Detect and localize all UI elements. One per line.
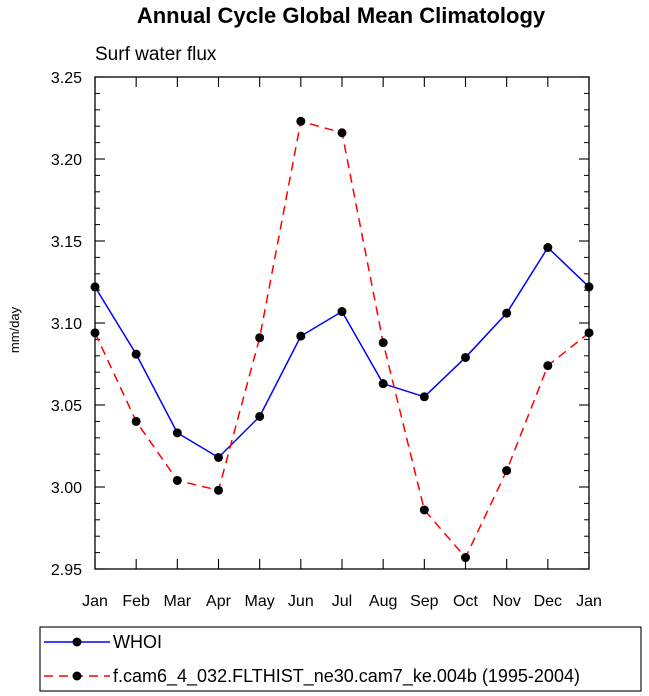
y-tick-label: 3.15 bbox=[51, 234, 82, 251]
chart-subtitle: Surf water flux bbox=[95, 44, 217, 65]
data-point-s1 bbox=[461, 553, 470, 563]
y-tick-label: 2.95 bbox=[51, 562, 82, 579]
x-tick-label: Mar bbox=[164, 593, 192, 610]
data-point-s0 bbox=[461, 352, 470, 362]
x-tick-label: Sep bbox=[410, 593, 439, 610]
data-point-s1 bbox=[131, 416, 141, 426]
y-tick-label: 3.20 bbox=[51, 152, 82, 169]
legend-marker-whoi bbox=[72, 637, 82, 647]
data-point-s0 bbox=[255, 411, 265, 421]
data-point-s0 bbox=[502, 308, 512, 318]
data-point-s1 bbox=[337, 128, 347, 138]
legend-label-whoi: WHOI bbox=[113, 632, 162, 652]
data-point-s0 bbox=[378, 379, 388, 389]
data-series bbox=[90, 116, 594, 563]
data-point-s1 bbox=[419, 505, 429, 515]
x-tick-labels: Jan Feb Mar Apr May Jun Jul Aug Sep Oct Nov Dec Jan bbox=[82, 593, 602, 610]
plot-frame bbox=[94, 76, 590, 570]
data-point-s1 bbox=[543, 361, 553, 371]
x-tick-label: May bbox=[245, 593, 275, 610]
data-point-s0 bbox=[131, 349, 141, 359]
data-point-s1 bbox=[255, 333, 265, 343]
data-point-s0 bbox=[543, 243, 553, 253]
chart-title: Annual Cycle Global Mean Climatology bbox=[137, 3, 546, 28]
y-tick-label: 3.00 bbox=[51, 480, 82, 497]
data-point-s1 bbox=[502, 466, 512, 476]
data-point-s0 bbox=[337, 307, 347, 317]
x-tick-label: Dec bbox=[534, 593, 562, 610]
legend-box bbox=[39, 626, 642, 692]
x-tick-label: Oct bbox=[453, 593, 478, 610]
data-point-s1 bbox=[378, 338, 388, 348]
legend: WHOI f.cam6_4_032.FLTHIST_ne30.cam7_ke.0… bbox=[39, 626, 642, 692]
series-line-0 bbox=[94, 246, 590, 459]
x-tick-label: Jun bbox=[288, 593, 314, 610]
data-point-s0 bbox=[214, 452, 223, 462]
y-tick-labels: 2.95 3.00 3.05 3.10 3.15 3.20 3.25 bbox=[51, 70, 82, 579]
data-point-s1 bbox=[214, 485, 223, 495]
x-tick-label: Jul bbox=[332, 593, 352, 610]
x-tick-label: Feb bbox=[122, 593, 150, 610]
data-point-s1 bbox=[172, 475, 182, 485]
y-tick-label: 3.10 bbox=[51, 316, 82, 333]
x-tick-label: Aug bbox=[369, 593, 397, 610]
y-tick-label: 3.25 bbox=[51, 70, 82, 87]
y-axis-label: mm/day bbox=[7, 306, 22, 353]
data-point-s1 bbox=[296, 116, 306, 126]
x-tick-label: Jan bbox=[82, 593, 108, 610]
x-tick-label: Jan bbox=[576, 593, 602, 610]
x-tick-label: Nov bbox=[492, 593, 520, 610]
series-line-1 bbox=[94, 120, 590, 559]
legend-label-model: f.cam6_4_032.FLTHIST_ne30.cam7_ke.004b (… bbox=[113, 666, 580, 687]
data-point-s0 bbox=[296, 331, 306, 341]
data-point-s0 bbox=[172, 428, 182, 438]
data-point-s0 bbox=[419, 392, 429, 402]
y-tick-label: 3.05 bbox=[51, 398, 82, 415]
x-tick-label: Apr bbox=[206, 593, 232, 610]
axis-ticks bbox=[94, 76, 590, 570]
legend-marker-model bbox=[72, 671, 82, 681]
